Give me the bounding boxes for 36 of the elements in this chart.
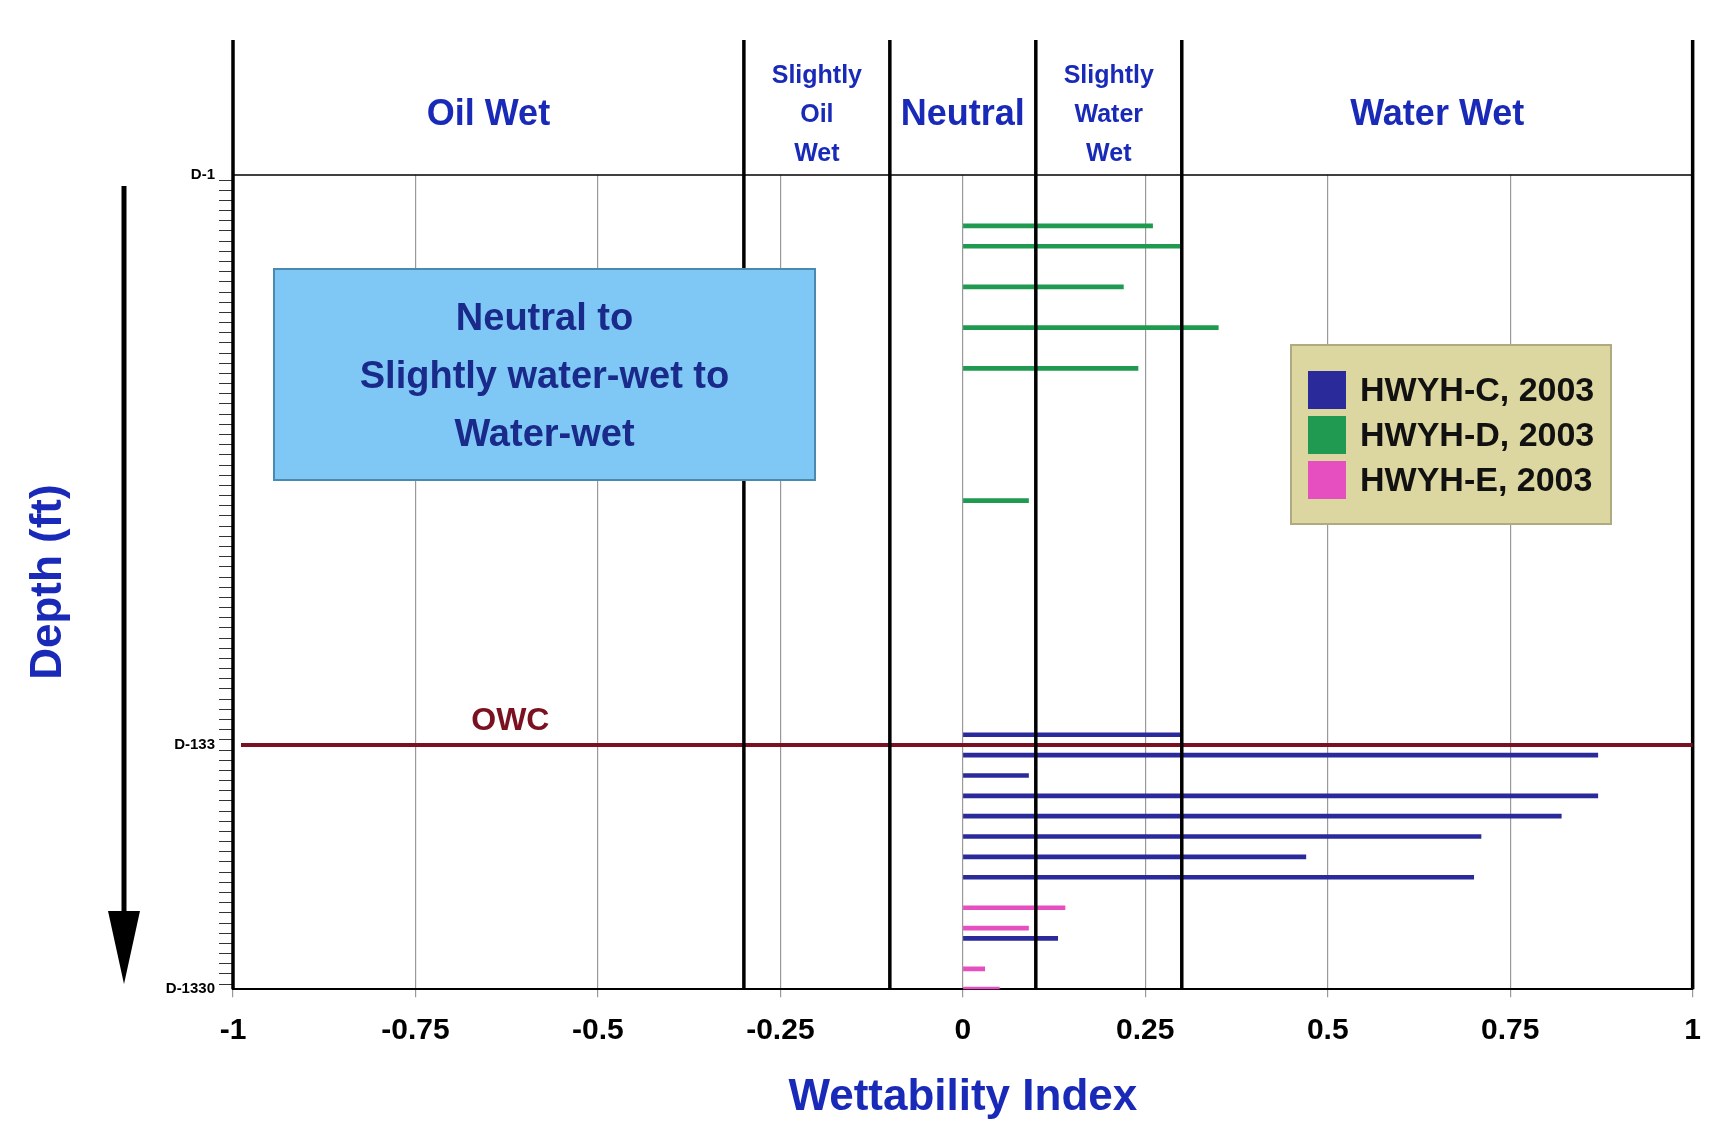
legend-label: HWYH-C, 2003 [1360,370,1595,409]
x-tick-label: 0 [954,1012,972,1046]
text: Slightly Water Wet [1063,60,1155,166]
y-tick-label: D-1330 [165,979,215,997]
ref-line-label: OWC [471,700,550,737]
x-tick-label: 1 [1684,1012,1701,1046]
legend-label: HWYH-E, 2003 [1360,460,1593,499]
x-tick-label: -0.25 [746,1012,815,1046]
text: Neutral [900,91,1025,133]
bar [963,874,1475,880]
x-tick-label: 0.5 [1306,1012,1349,1046]
bar [963,834,1482,839]
bar [963,243,1183,249]
x-tick-label: 0.25 [1116,1012,1175,1046]
y-tick-label: D-1 [190,165,215,183]
bar [963,793,1599,799]
y-tick-label: D-133 [174,735,215,753]
x-tick-label: -1 [219,1012,247,1046]
x-axis-title: Wettability Index [788,1069,1138,1119]
bar [963,905,1066,911]
y-axis-title: Depth (ft) [20,484,70,680]
bar [963,773,1029,778]
x-tick-label: -0.5 [572,1012,624,1046]
x-tick-label: -0.75 [381,1012,450,1046]
x-tick-label: 0.75 [1481,1012,1540,1046]
bar [963,813,1562,819]
bar [963,366,1139,371]
bar [963,325,1219,330]
text: Water Wet [1350,91,1525,133]
text: Oil Wet [426,91,551,133]
text-box: Neutral to Slightly water-wet to Water-wet [273,268,816,481]
bar [963,498,1029,504]
bar [963,732,1183,738]
text: Slightly Oil Wet [771,60,863,166]
bar [963,935,1059,941]
legend-label: HWYH-D, 2003 [1360,415,1595,454]
